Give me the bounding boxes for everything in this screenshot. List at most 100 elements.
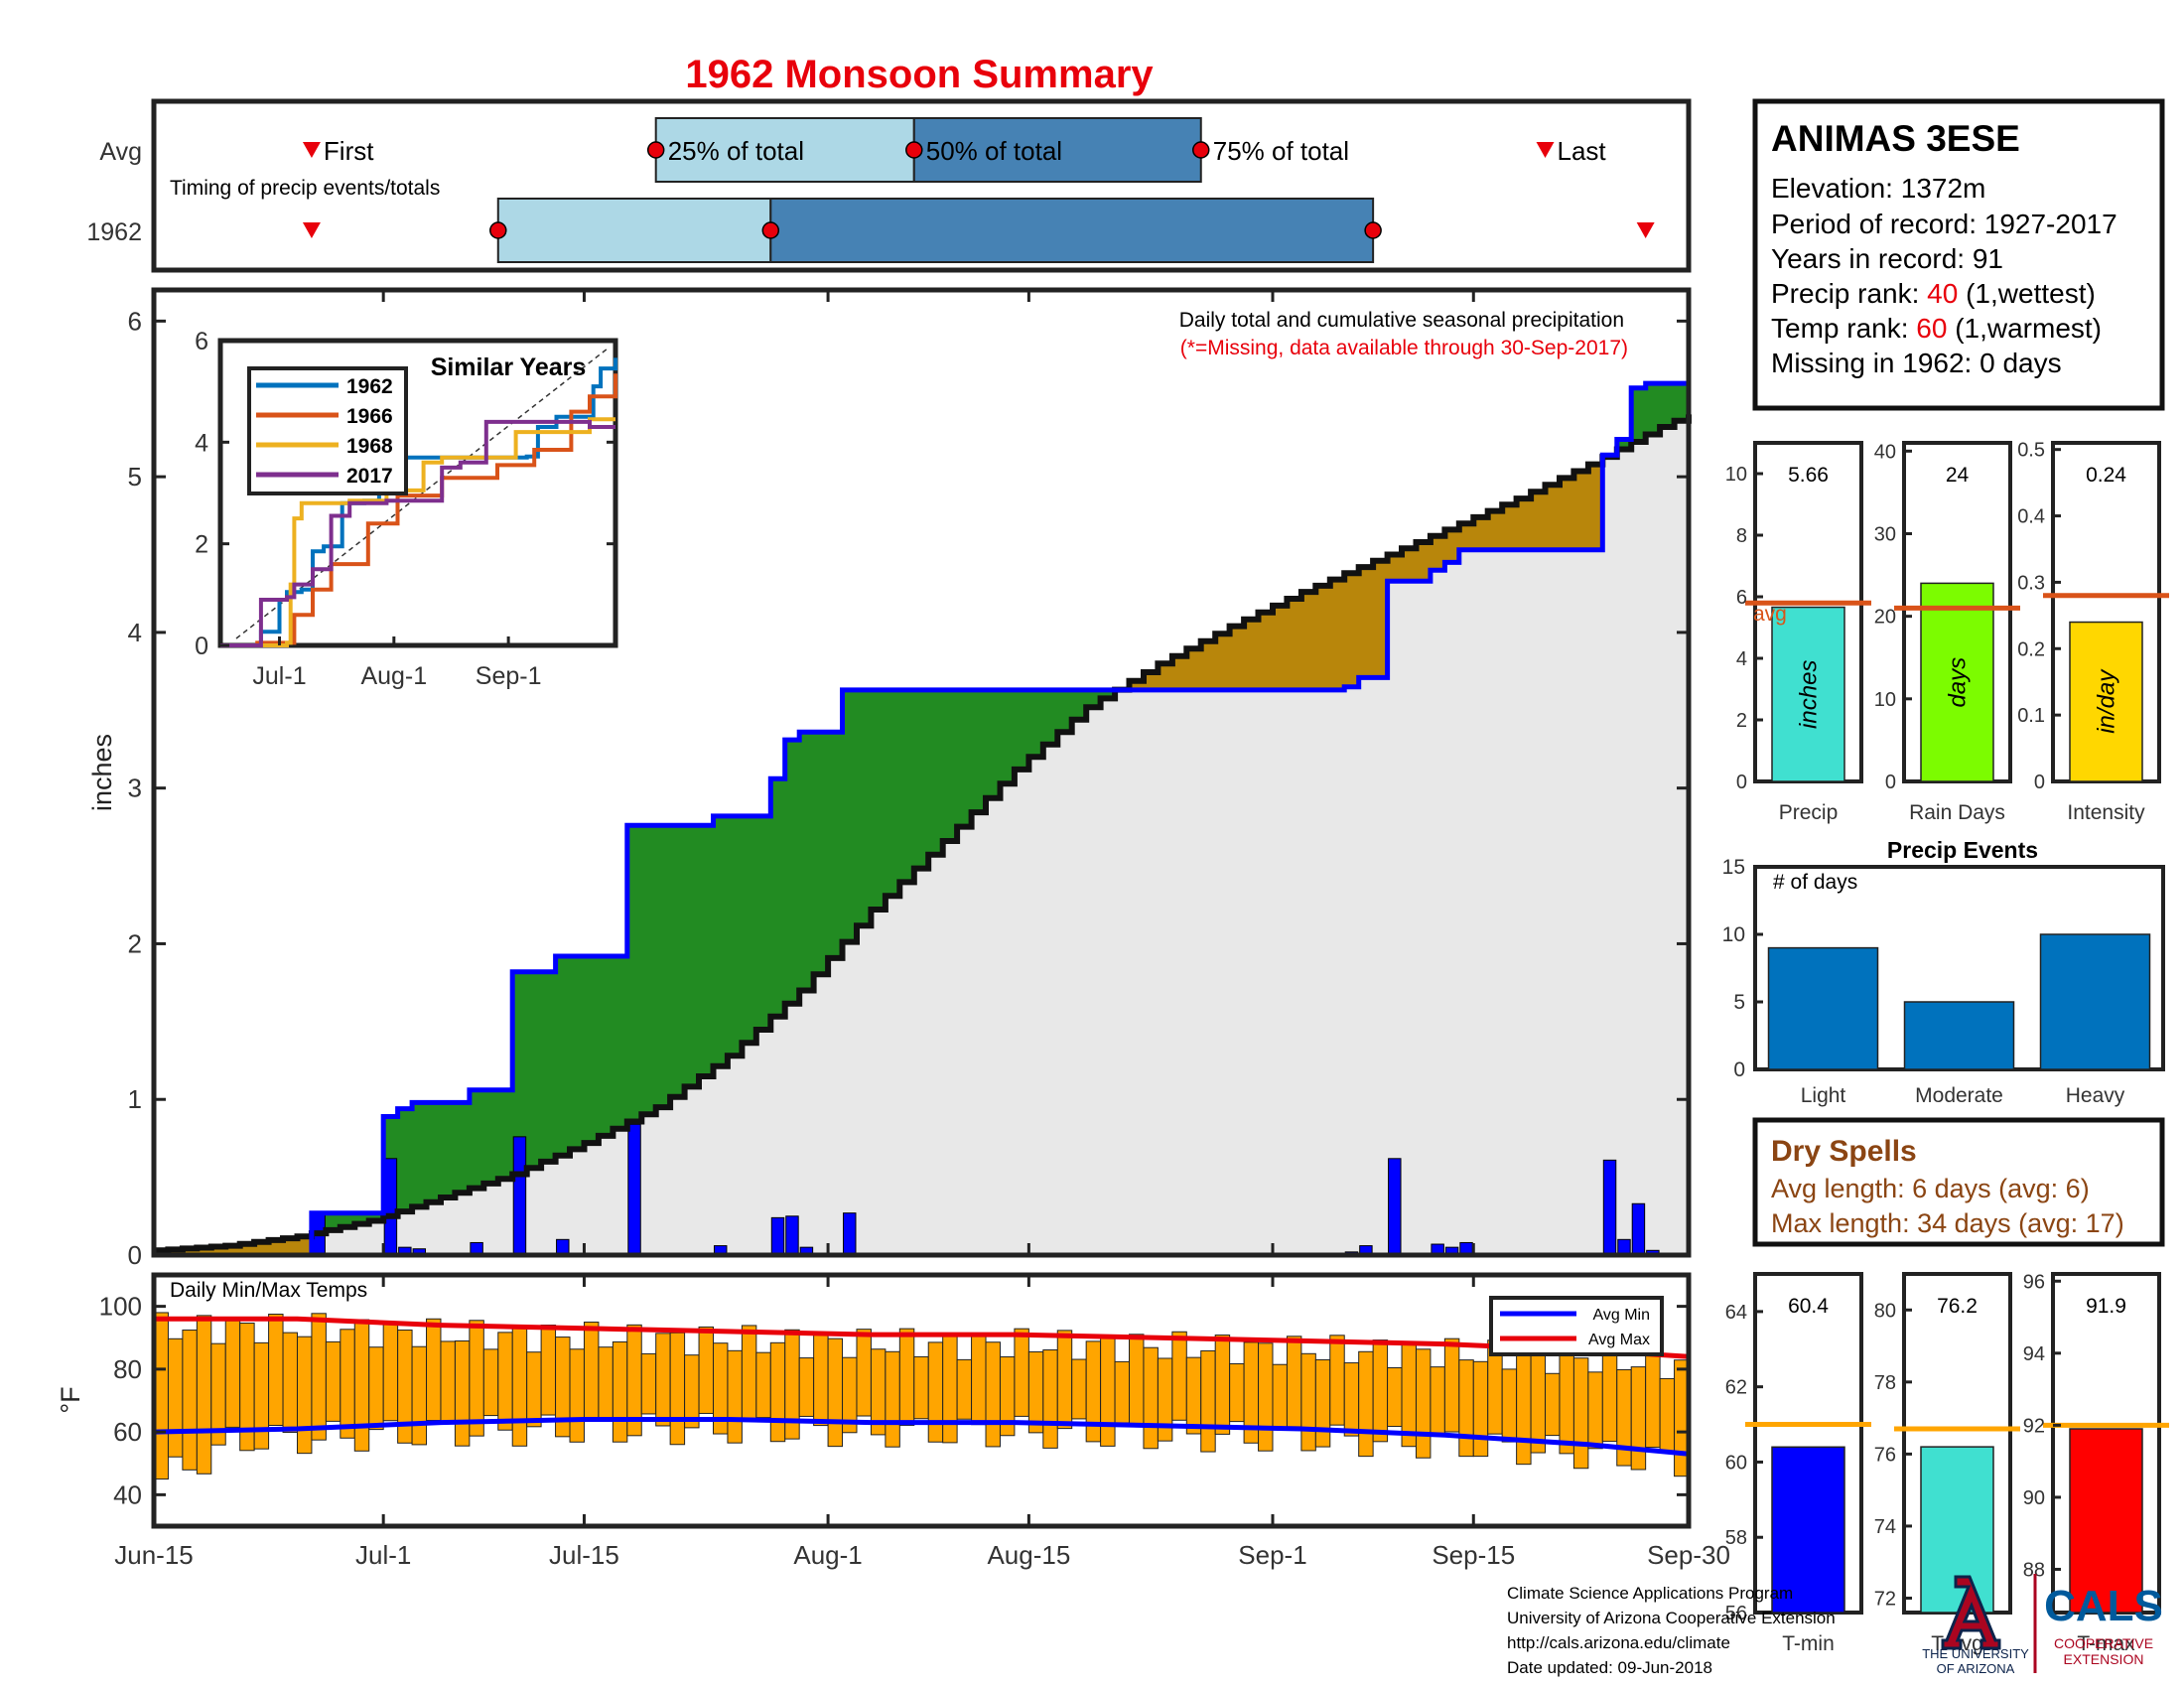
inset-ticks: 0 2 4 6 Jul-1 Aug-1 Sep-1: [195, 328, 615, 690]
daily-temp-bar: [224, 1320, 241, 1428]
intensity-y-tick-label: 0.2: [2017, 638, 2045, 660]
label-last: Last: [1558, 136, 1607, 166]
daily-temp-bar: [727, 1349, 743, 1444]
daily-temp-bar: [1258, 1342, 1274, 1452]
daily-temp-bar: [1042, 1349, 1058, 1449]
station-period: Period of record: 1927-2017: [1771, 209, 2117, 239]
cals-sub-2: EXTENSION: [2064, 1651, 2144, 1667]
main-y-tick-label: 0: [128, 1240, 142, 1270]
inset-legend-label-1966: 1966: [346, 405, 393, 428]
tavg-y-tick-label: 80: [1874, 1300, 1896, 1322]
tmax-panel: 88 90 92 94 96 91.9 T-max: [2023, 1271, 2169, 1655]
year-p50-marker: [761, 221, 780, 239]
intensity-y-tick-label: 0.3: [2017, 572, 2045, 594]
daily-temp-bar: [1530, 1346, 1547, 1454]
rain-days-y-tick-label: 30: [1874, 523, 1896, 545]
intensity-panel: 0 0.1 0.2 0.3 0.4 0.5 0.24 Intensity in/day: [2017, 440, 2169, 824]
tmin-y-tick-label: 60: [1725, 1452, 1747, 1474]
inset-y-tick-label: 4: [195, 429, 208, 457]
daily-temp-bar: [1659, 1377, 1676, 1453]
station-missing: Missing in 1962: 0 days: [1771, 348, 2062, 378]
intensity-y-tick-label: 0.1: [2017, 705, 2045, 727]
temp-y-axis-label: °F: [56, 1386, 85, 1413]
inset-legend: 1962 1966 1968 2017: [256, 375, 393, 488]
precip-events-y-tick-label: 0: [1733, 1058, 1745, 1081]
dry-spells-box: Dry Spells Avg length: 6 days (avg: 6) M…: [1752, 1117, 2165, 1247]
inset-y-tick-label: 0: [195, 633, 208, 660]
tmax-y-tick-label: 90: [2023, 1487, 2045, 1509]
inset-legend-label-2017: 2017: [346, 465, 393, 488]
precip-bar: [1771, 606, 1845, 782]
wetter-than-average-area: [1602, 383, 1689, 458]
daily-temp-bar: [583, 1322, 600, 1419]
daily-temp-bar: [1100, 1336, 1116, 1447]
temp-legend-frame: [1489, 1296, 1664, 1356]
precip-events-bar-heavy: [2039, 933, 2151, 1070]
daily-temp-bar: [769, 1341, 786, 1443]
year-q2-box: [769, 198, 1375, 263]
rain-days-y-tick-label: 20: [1874, 607, 1896, 629]
daily-temp-bar: [1229, 1362, 1245, 1423]
daily-temp-bar: [196, 1315, 212, 1475]
tavg-y-tick-label: 78: [1874, 1372, 1896, 1394]
daily-temp-bar: [411, 1345, 428, 1446]
precip-events-category-label: Heavy: [2066, 1084, 2125, 1107]
daily-precip-bar: [1388, 1158, 1402, 1256]
precip-events-ylabel: # of days: [1773, 871, 1857, 894]
dry-spells-max: Max length: 34 days (avg: 17): [1771, 1208, 2124, 1238]
year-p25-marker: [489, 221, 507, 239]
precip-events-title: Precip Events: [1887, 837, 2038, 863]
station-elevation: Elevation: 1372m: [1771, 173, 1985, 204]
daily-temp-bar: [1014, 1328, 1029, 1417]
daily-temp-bar: [1601, 1344, 1618, 1443]
daily-temp-bar: [684, 1354, 700, 1429]
tmax-value-label: 91.9: [2086, 1295, 2126, 1318]
daily-temp-bar: [282, 1332, 298, 1433]
x-date-label: Aug-15: [987, 1540, 1070, 1570]
daily-temp-bar: [1358, 1350, 1374, 1458]
university-of-arizona-logo: THE UNIVERSITY OF ARIZONA CALS COOPERATI…: [1922, 1574, 2163, 1676]
avg-q2-box: [912, 117, 1202, 183]
main-y-tick-label: 1: [128, 1084, 142, 1114]
daily-temp-bar: [898, 1328, 915, 1426]
x-date-label: Jun-15: [114, 1540, 194, 1570]
daily-temp-bar: [1157, 1357, 1173, 1442]
daily-precip-bar: [785, 1215, 799, 1256]
timing-panel: Avg 1962 Timing of precip events/totals …: [86, 98, 1692, 273]
daily-temp-bar: [1472, 1360, 1489, 1458]
daily-temp-bar: [798, 1357, 815, 1417]
daily-temp-bar: [1129, 1334, 1145, 1426]
daily-temp-bar: [1214, 1335, 1231, 1435]
avg-p75-marker: [1191, 141, 1210, 159]
x-date-ticks: Jun-15 Jul-1 Jul-15 Aug-1 Aug-15 Sep-1 Sep-15 S…: [114, 1275, 1730, 1570]
daily-temp-bar: [368, 1346, 384, 1431]
tavg-y-tick-label: 76: [1874, 1444, 1896, 1466]
rain-days-bar-unit-label: days: [1945, 657, 1972, 708]
label-50pct: 50% of total: [926, 136, 1062, 166]
daily-precip-bar: [383, 1158, 398, 1256]
year-cumulative-line: [154, 380, 1689, 1258]
daily-temp-bar: [1616, 1368, 1632, 1467]
timing-row-avg-label: Avg: [99, 138, 142, 166]
precip-y-tick-label: 2: [1736, 710, 1747, 732]
daily-temp-bar: [469, 1320, 484, 1437]
daily-temp-bar: [167, 1337, 184, 1458]
label-25pct: 25% of total: [668, 136, 804, 166]
tavg-y-tick-label: 74: [1874, 1516, 1896, 1538]
daily-temp-bar: [1185, 1356, 1202, 1435]
x-date-label: Sep-30: [1647, 1540, 1730, 1570]
temp-y-tick-label: 100: [99, 1292, 142, 1322]
daily-temp-bar: [296, 1336, 313, 1455]
main-y-tick-label: 5: [128, 462, 142, 492]
avg-max-temp-line: [154, 1316, 1690, 1359]
temp-rank-value: 60: [1916, 313, 1947, 344]
daily-temp-bar: [942, 1333, 958, 1444]
daily-temp-bar: [1300, 1352, 1316, 1452]
dry-spells-avg: Avg length: 6 days (avg: 6): [1771, 1174, 2090, 1203]
daily-temp-bar: [1430, 1366, 1445, 1438]
dry-spells-frame: [1752, 1117, 2165, 1247]
precip-events-category-label: Light: [1801, 1084, 1846, 1107]
precip-events-category-label: Moderate: [1915, 1084, 2003, 1107]
